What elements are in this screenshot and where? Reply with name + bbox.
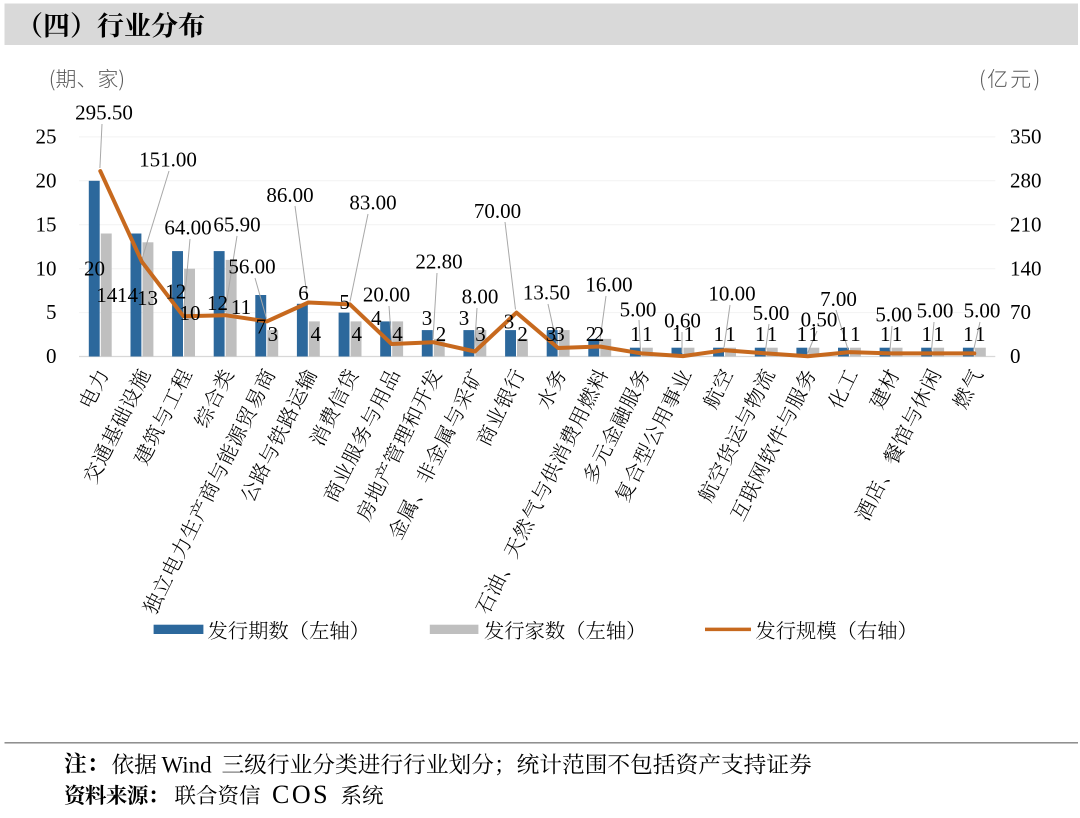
svg-text:56.00: 56.00 bbox=[228, 255, 275, 279]
svg-text:3: 3 bbox=[554, 322, 565, 346]
svg-text:1: 1 bbox=[630, 322, 641, 346]
svg-text:3: 3 bbox=[268, 322, 279, 346]
svg-text:1: 1 bbox=[892, 322, 903, 346]
svg-text:280: 280 bbox=[1010, 168, 1042, 192]
svg-text:14: 14 bbox=[96, 283, 118, 307]
svg-text:1: 1 bbox=[672, 322, 683, 346]
svg-text:1: 1 bbox=[808, 322, 819, 346]
svg-text:86.00: 86.00 bbox=[266, 183, 313, 207]
svg-text:1: 1 bbox=[767, 322, 778, 346]
svg-text:0.60: 0.60 bbox=[664, 309, 701, 333]
svg-text:1: 1 bbox=[880, 322, 891, 346]
svg-text:10.00: 10.00 bbox=[708, 282, 755, 306]
svg-text:151.00: 151.00 bbox=[139, 148, 197, 172]
svg-text:3: 3 bbox=[504, 310, 515, 334]
svg-text:20.00: 20.00 bbox=[363, 283, 410, 307]
svg-text:1: 1 bbox=[725, 322, 736, 346]
svg-text:3: 3 bbox=[546, 322, 557, 346]
svg-text:7.00: 7.00 bbox=[820, 287, 857, 311]
svg-text:10: 10 bbox=[36, 256, 57, 280]
svg-text:10: 10 bbox=[180, 301, 201, 325]
svg-text:Wind: Wind bbox=[162, 753, 213, 778]
svg-text:1: 1 bbox=[850, 322, 861, 346]
svg-text:70: 70 bbox=[1010, 300, 1031, 324]
svg-text:14: 14 bbox=[117, 283, 139, 307]
svg-text:5.00: 5.00 bbox=[620, 298, 657, 322]
svg-text:13: 13 bbox=[137, 286, 158, 310]
svg-text:12: 12 bbox=[165, 280, 186, 304]
svg-text:13.50: 13.50 bbox=[523, 281, 570, 305]
svg-text:5.00: 5.00 bbox=[753, 301, 790, 325]
svg-text:16.00: 16.00 bbox=[585, 273, 632, 297]
svg-text:0.50: 0.50 bbox=[801, 308, 838, 332]
svg-text:22.80: 22.80 bbox=[415, 250, 462, 274]
svg-text:295.50: 295.50 bbox=[75, 101, 133, 125]
svg-text:25: 25 bbox=[36, 125, 57, 149]
svg-text:1: 1 bbox=[642, 322, 653, 346]
svg-text:2: 2 bbox=[436, 322, 447, 346]
svg-text:2: 2 bbox=[586, 322, 597, 346]
svg-text:350: 350 bbox=[1010, 125, 1042, 149]
svg-text:0: 0 bbox=[1010, 344, 1021, 368]
svg-text:2: 2 bbox=[517, 322, 528, 346]
svg-text:1: 1 bbox=[963, 322, 974, 346]
svg-text:3: 3 bbox=[459, 306, 470, 330]
svg-text:3: 3 bbox=[422, 306, 433, 330]
svg-text:20: 20 bbox=[36, 168, 57, 192]
svg-text:65.90: 65.90 bbox=[213, 213, 260, 237]
svg-text:210: 210 bbox=[1010, 212, 1042, 236]
svg-text:4: 4 bbox=[371, 306, 382, 330]
svg-text:83.00: 83.00 bbox=[349, 191, 396, 215]
svg-text:5.00: 5.00 bbox=[917, 299, 954, 323]
svg-text:20: 20 bbox=[84, 257, 105, 281]
svg-text:1: 1 bbox=[797, 322, 808, 346]
svg-text:4: 4 bbox=[392, 322, 403, 346]
svg-text:1: 1 bbox=[933, 322, 944, 346]
svg-text:12: 12 bbox=[207, 291, 228, 315]
svg-text:5.00: 5.00 bbox=[964, 299, 1001, 323]
svg-text:7: 7 bbox=[256, 315, 267, 339]
svg-text:0: 0 bbox=[46, 344, 57, 368]
svg-text:11: 11 bbox=[231, 295, 251, 319]
svg-text:5: 5 bbox=[46, 300, 57, 324]
svg-text:5: 5 bbox=[339, 290, 350, 314]
svg-text:4: 4 bbox=[351, 322, 362, 346]
svg-text:5.00: 5.00 bbox=[875, 303, 912, 327]
svg-text:1: 1 bbox=[755, 322, 766, 346]
svg-text:1: 1 bbox=[838, 322, 849, 346]
svg-text:COS: COS bbox=[272, 780, 330, 809]
svg-text:1: 1 bbox=[713, 322, 724, 346]
svg-text:1: 1 bbox=[975, 322, 986, 346]
svg-text:1: 1 bbox=[922, 322, 933, 346]
svg-text:64.00: 64.00 bbox=[164, 216, 211, 240]
svg-text:15: 15 bbox=[36, 212, 57, 236]
svg-text:2: 2 bbox=[594, 322, 605, 346]
svg-text:140: 140 bbox=[1010, 256, 1042, 280]
svg-text:1: 1 bbox=[684, 322, 695, 346]
svg-text:70.00: 70.00 bbox=[474, 199, 521, 223]
svg-text:8.00: 8.00 bbox=[462, 285, 499, 309]
svg-text:6: 6 bbox=[298, 281, 309, 305]
svg-text:3: 3 bbox=[475, 322, 486, 346]
svg-text:4: 4 bbox=[311, 322, 322, 346]
